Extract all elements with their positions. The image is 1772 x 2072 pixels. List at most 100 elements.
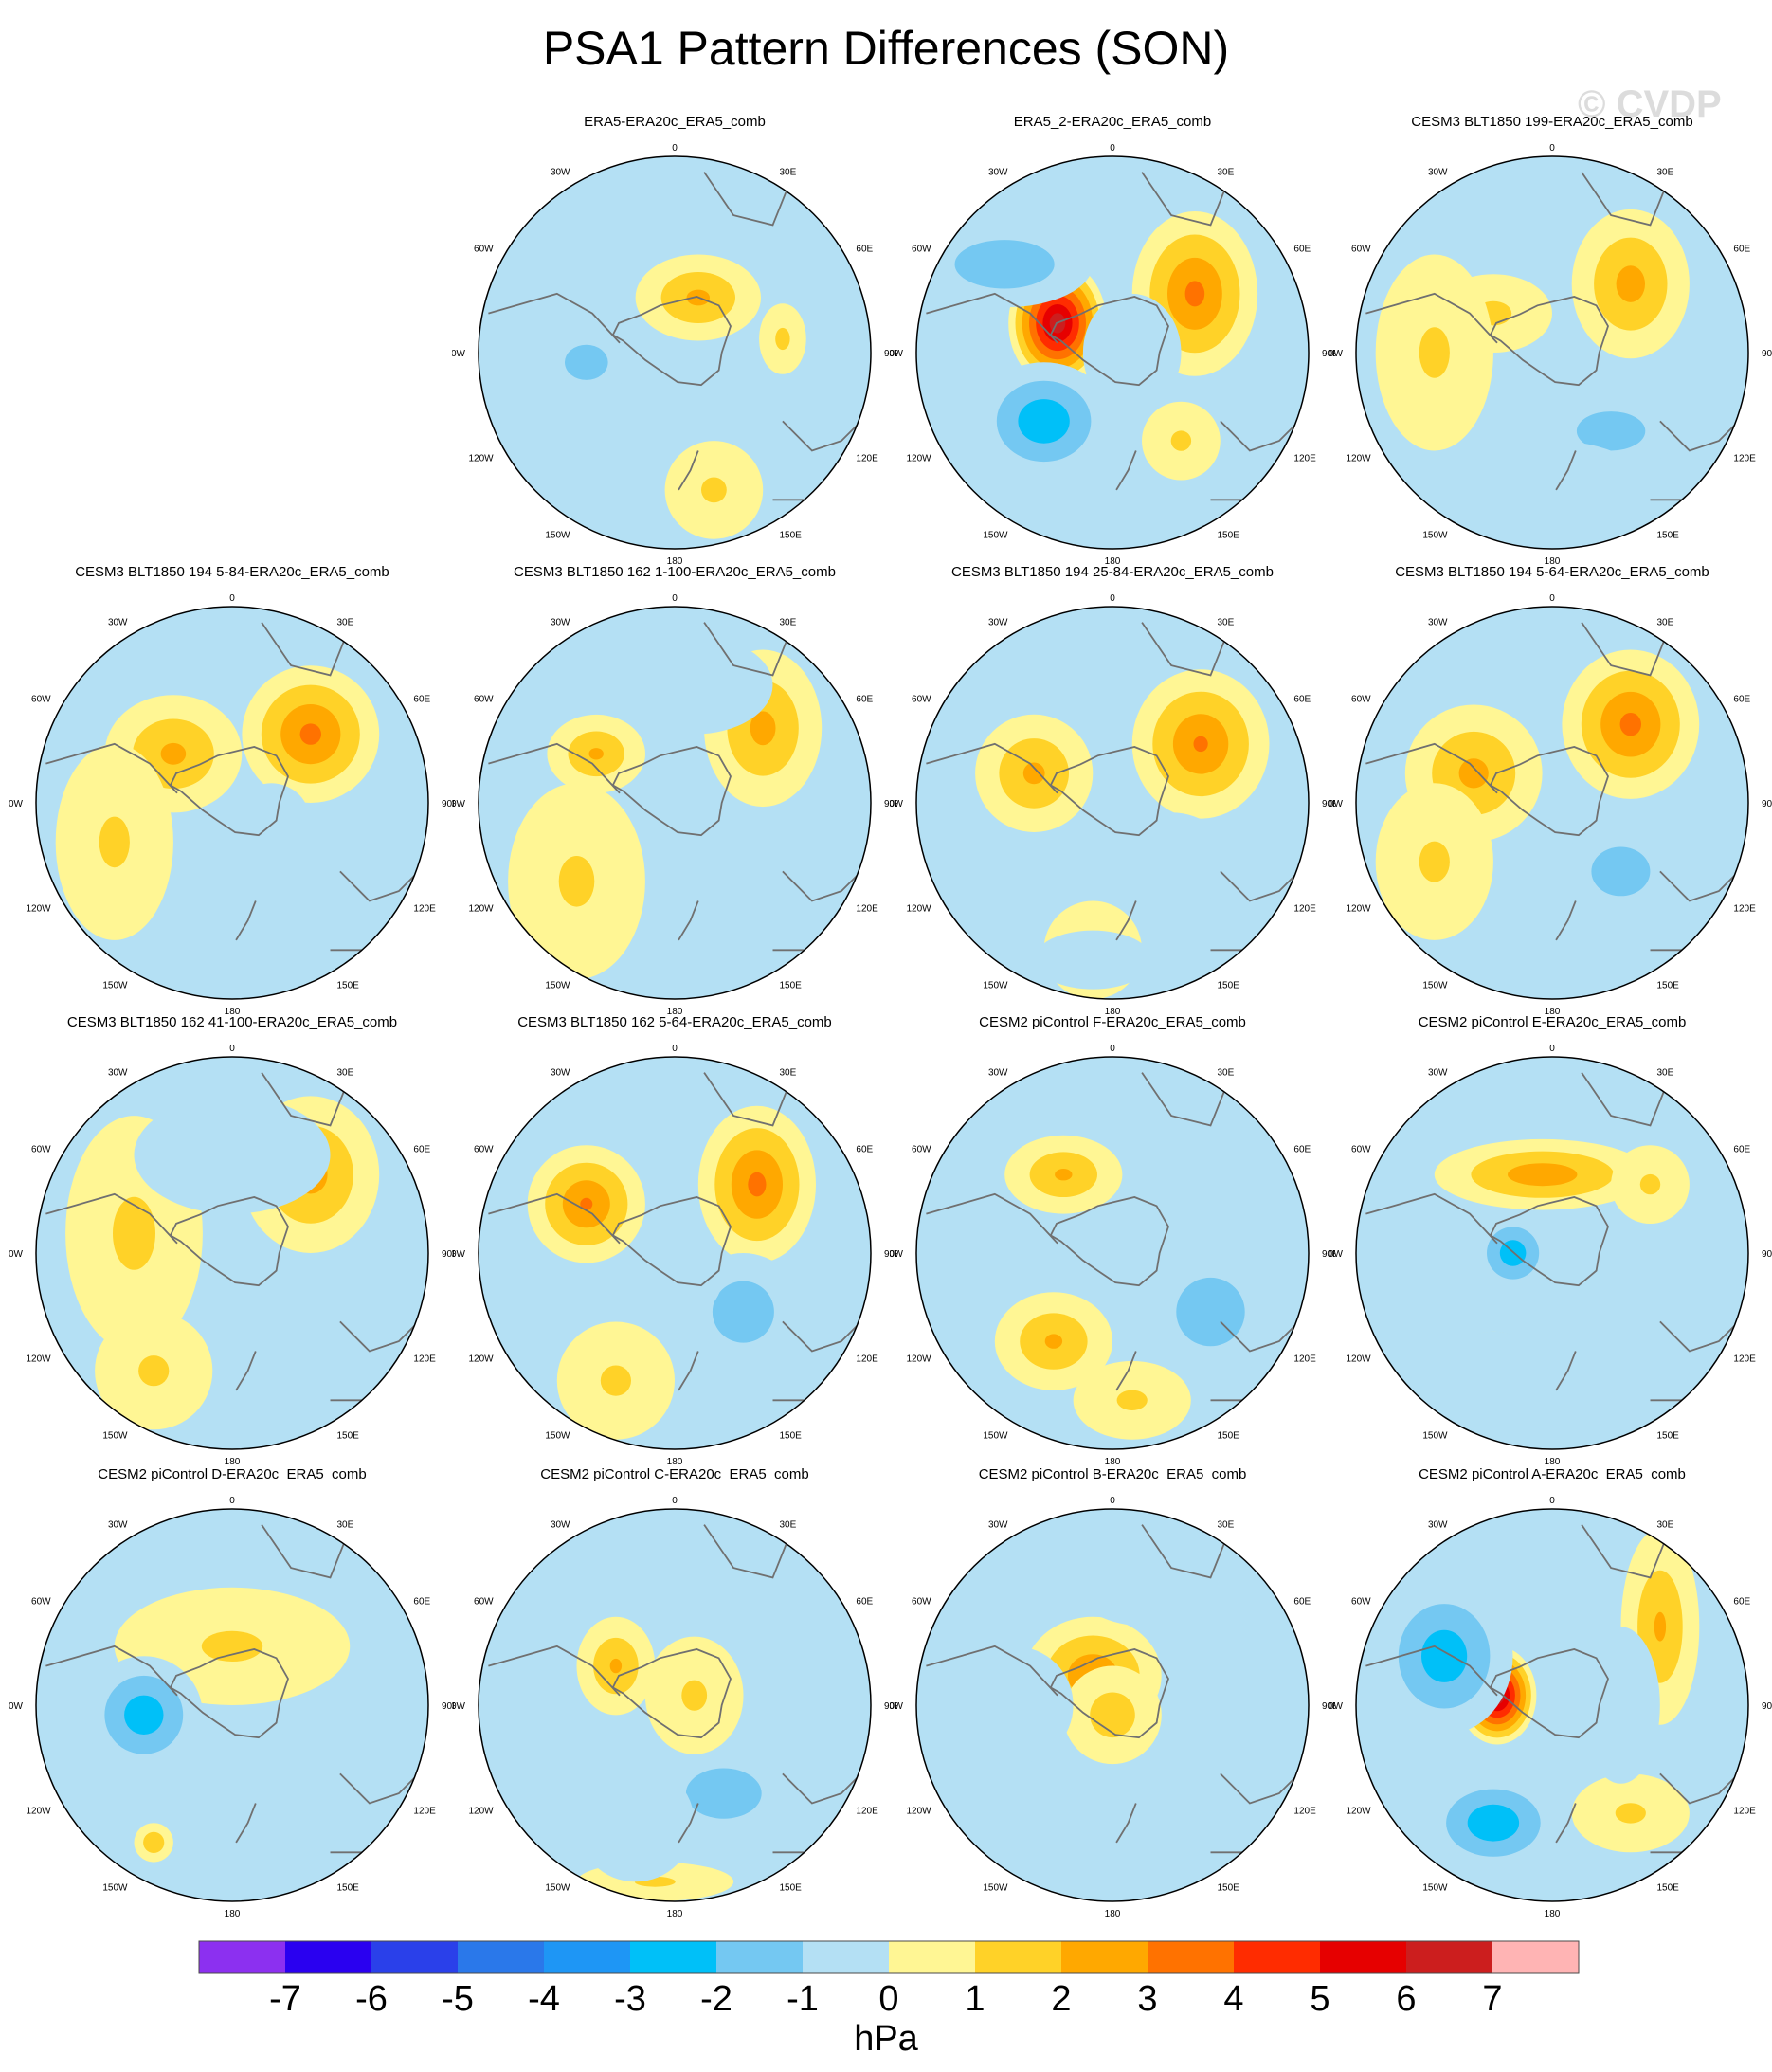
new-zealand-coastline — [678, 1351, 699, 1391]
antarctica-coastline — [1049, 1196, 1169, 1287]
polar-map: 0 180 30W 30E 60W 60E 90W 90E 120W 120E 150W 150E — [1329, 1044, 1772, 1467]
negative-anomaly-contour — [1018, 399, 1070, 444]
lon-label-east: 90E — [1322, 1701, 1335, 1712]
cvdp-watermark: © CVDP — [1578, 83, 1722, 125]
panel-title: ERA5-ERA20c_ERA5_comb — [584, 114, 766, 130]
africa-coastline — [1581, 622, 1672, 677]
lon-label-east: 30E — [337, 618, 354, 628]
lon-label-west: 90W — [9, 1701, 24, 1712]
lon-label-east: 150E — [1218, 980, 1240, 991]
negative-anomaly-contour — [1102, 1773, 1240, 1853]
lon-label-east: 90E — [1762, 1701, 1772, 1712]
lon-label-180: 180 — [1545, 1909, 1561, 1919]
colorbar-swatch — [630, 1941, 717, 1973]
lon-label-west: 30W — [988, 618, 1008, 628]
colorbar-swatch — [716, 1941, 804, 1973]
positive-anomaly-contour — [580, 1197, 593, 1210]
new-zealand-coastline — [678, 450, 699, 491]
lon-label-east: 120E — [413, 904, 436, 915]
map-panel: CESM2 piControl D-ERA20c_ERA5_comb 0 180 30… — [9, 1466, 455, 1919]
south-america-coastline — [1365, 1645, 1498, 1697]
lon-label-east: 150E — [1218, 1882, 1240, 1893]
lon-label-west: 120W — [468, 1354, 494, 1365]
panel-title: CESM3 BLT1850 162 1-100-ERA20c_ERA5_comb — [514, 564, 836, 580]
positive-anomaly-contour — [609, 1658, 623, 1674]
colorbar-swatch — [1234, 1941, 1321, 1973]
positive-anomaly-contour — [1458, 758, 1489, 789]
positive-anomaly-contour — [1419, 841, 1450, 882]
colorbar-tick-label: -4 — [528, 1979, 560, 2019]
new-zealand-coastline — [235, 1803, 257, 1844]
lon-label-west: 30W — [551, 168, 570, 178]
positive-anomaly-contour — [748, 1172, 767, 1197]
colorbar-swatch — [1492, 1941, 1580, 1973]
colorbar-tick-label: 1 — [965, 1979, 985, 2019]
africa-coastline — [703, 172, 794, 227]
positive-anomaly-contour — [1508, 1163, 1578, 1187]
lon-label-0: 0 — [672, 593, 678, 604]
africa-coastline — [1141, 1524, 1232, 1579]
lon-label-east: 30E — [337, 1520, 354, 1531]
map-boundary — [478, 1056, 872, 1450]
lon-label-west: 30W — [1428, 168, 1448, 178]
lon-label-180: 180 — [225, 1007, 241, 1017]
colorbar-tick-label: -7 — [269, 1979, 301, 2019]
colorbar-tick-label: -1 — [787, 1979, 819, 2019]
lon-label-west: 60W — [912, 695, 931, 705]
colorbar-swatch — [1406, 1941, 1493, 1973]
positive-anomaly-contour — [775, 327, 790, 351]
polar-map: 0 180 30W 30E 60W 60E 90W 90E 120W 120E 150W 150E — [452, 1044, 897, 1467]
lon-label-0: 0 — [1549, 1044, 1555, 1054]
lon-label-west: 90W — [1329, 1701, 1344, 1712]
africa-coastline — [703, 1072, 794, 1127]
lon-label-east: 90E — [884, 1249, 897, 1260]
map-boundary — [35, 1508, 429, 1902]
new-zealand-coastline — [678, 1803, 699, 1844]
lon-label-west: 60W — [1351, 1145, 1371, 1155]
lon-label-east: 60E — [1733, 1597, 1750, 1608]
lon-label-west: 120W — [1346, 1354, 1371, 1365]
lon-label-east: 120E — [856, 454, 878, 464]
south-america-coastline — [488, 742, 621, 794]
panel-title: CESM2 piControl F-ERA20c_ERA5_comb — [979, 1014, 1246, 1030]
lon-label-east: 120E — [413, 1807, 436, 1817]
colorbar-swatch — [458, 1941, 545, 1973]
positive-anomaly-contour — [143, 1831, 165, 1853]
positive-anomaly-contour — [1044, 1334, 1063, 1349]
lon-label-west: 150W — [545, 1882, 570, 1893]
africa-coastline — [261, 1072, 352, 1127]
lon-label-west: 60W — [912, 245, 931, 255]
lon-label-east: 150E — [337, 1882, 360, 1893]
lon-label-0: 0 — [1110, 143, 1115, 154]
positive-anomaly-contour — [1116, 1390, 1148, 1410]
lon-label-east: 120E — [856, 1354, 878, 1365]
colorbar-swatch — [371, 1941, 459, 1973]
negative-anomaly-contour — [615, 636, 773, 735]
map-boundary — [1355, 1508, 1749, 1902]
lon-label-west: 120W — [468, 904, 494, 915]
lon-label-west: 30W — [988, 1520, 1008, 1531]
lon-label-west: 120W — [1346, 1807, 1371, 1817]
lon-label-180: 180 — [1545, 1007, 1561, 1017]
colorbar-tick-label: -3 — [614, 1979, 646, 2019]
lon-label-east: 90E — [442, 1701, 455, 1712]
lon-label-west: 90W — [452, 799, 466, 809]
new-zealand-coastline — [235, 1351, 257, 1391]
positive-anomaly-contour — [1619, 713, 1641, 736]
positive-anomaly-contour — [1615, 1803, 1646, 1824]
negative-anomaly-contour — [954, 240, 1055, 289]
negative-anomaly-contour — [670, 390, 738, 426]
lon-label-east: 120E — [1293, 1807, 1316, 1817]
south-america-coastline — [926, 742, 1058, 794]
map-panel: CESM2 piControl C-ERA20c_ERA5_comb 0 180 30… — [452, 1466, 897, 1919]
map-boundary — [915, 155, 1310, 550]
negative-anomaly-contour — [1434, 1331, 1552, 1449]
lon-label-east: 90E — [1322, 349, 1335, 359]
map-boundary — [35, 1056, 429, 1450]
positive-anomaly-contour — [1654, 1611, 1667, 1642]
lon-label-180: 180 — [1545, 1457, 1561, 1467]
lon-label-east: 60E — [413, 1597, 430, 1608]
map-boundary — [915, 1056, 1310, 1450]
lon-label-east: 150E — [1657, 530, 1680, 540]
